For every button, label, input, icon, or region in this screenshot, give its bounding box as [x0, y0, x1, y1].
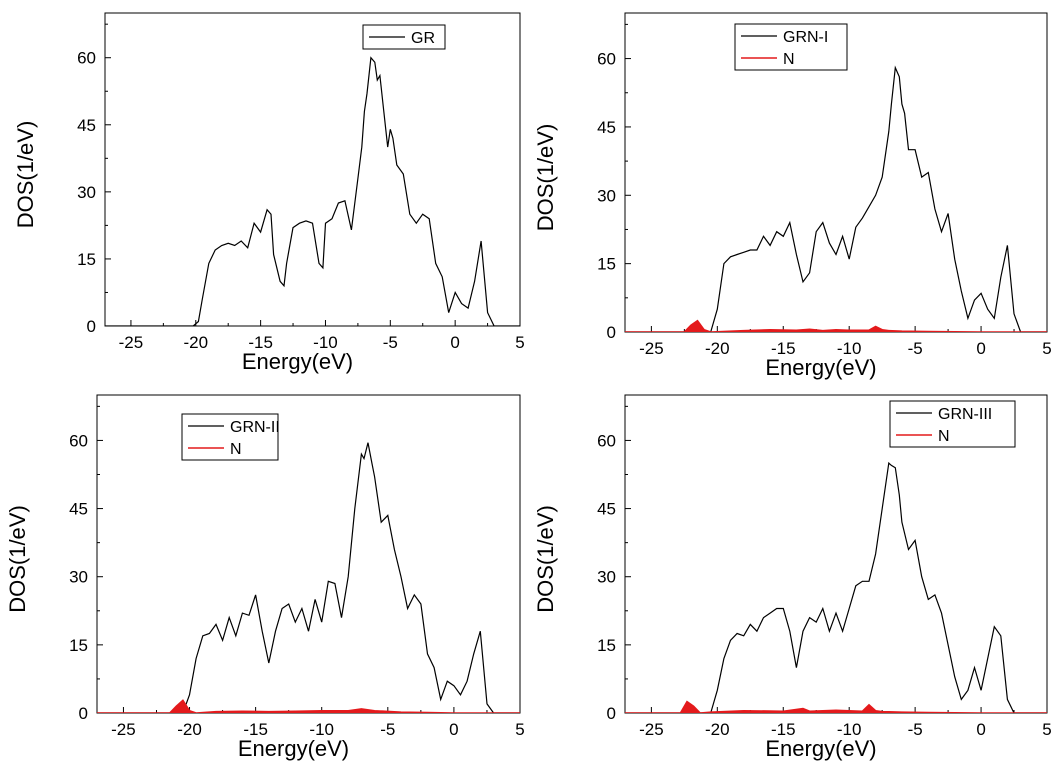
legend-label: GRN-II: [230, 419, 280, 436]
dos-panel-2: -25 -20 -15 -10 -5 0 5 0 15 30 45 60 Energy(eV) DOS(1…: [533, 12, 1052, 380]
legend-label: GRN-I: [783, 29, 828, 46]
x-tick-label: -15: [771, 720, 796, 739]
series-gr-line: [105, 56, 520, 326]
y-tick-label: 15: [69, 636, 88, 655]
x-tick-label: -10: [309, 720, 334, 739]
x-tick-label: -25: [639, 339, 664, 358]
x-tick-label: 5: [1042, 339, 1051, 358]
x-tick-label: -5: [383, 333, 398, 352]
x-tick-label: -10: [837, 720, 862, 739]
x-tick-label: -15: [771, 339, 796, 358]
dos-panel-1: -25 -20 -15 -10 -5 0 5 0 15 30 45 60 Energy(eV) DOS(1…: [13, 12, 525, 374]
y-tick-label: 60: [77, 49, 96, 68]
y-tick-label: 45: [77, 116, 96, 135]
x-tick-label: -10: [313, 333, 338, 352]
y-tick-label: 15: [77, 250, 96, 269]
x-tick-label: -15: [248, 333, 273, 352]
legend-box: [181, 413, 279, 461]
legend: GRN-III N: [889, 400, 1016, 448]
x-tick-label: 5: [1042, 720, 1051, 739]
y-tick-label: 60: [597, 431, 616, 450]
x-axis-label: Energy(eV): [765, 355, 876, 380]
legend-label: GR: [411, 30, 435, 47]
x-tick-label: -25: [119, 333, 144, 352]
series-grn-iii-line: [625, 461, 1047, 713]
legend-label: GRN-III: [938, 406, 992, 423]
dos-panel-4: -25 -20 -15 -10 -5 0 5 0 15 30 45 60 Energy(eV) DOS(1…: [533, 394, 1052, 761]
y-axis-label: DOS(1/eV): [13, 121, 38, 229]
legend-box: [734, 23, 848, 71]
y-tick-label: 45: [69, 500, 88, 519]
x-tick-label: -5: [908, 720, 923, 739]
plot-frame: [104, 12, 521, 327]
y-tick-label: 30: [597, 186, 616, 205]
plot-frame: [96, 394, 521, 714]
y-tick-label: 60: [597, 50, 616, 69]
y-tick-label: 0: [87, 317, 96, 336]
x-tick-label: 5: [515, 720, 524, 739]
y-tick-label: 60: [69, 431, 88, 450]
x-tick-label: -5: [380, 720, 395, 739]
y-tick-label: 15: [597, 255, 616, 274]
legend: GRN-I N: [734, 23, 848, 71]
series-grn-i-line: [625, 65, 1047, 332]
y-axis-label: DOS(1/eV): [533, 505, 558, 613]
y-tick-label: 0: [607, 323, 616, 342]
x-tick-label: -20: [183, 333, 208, 352]
y-tick-label: 0: [607, 704, 616, 723]
x-axis-label: Energy(eV): [238, 736, 349, 761]
legend-label: N: [230, 441, 242, 458]
x-tick-label: 0: [450, 333, 459, 352]
x-tick-label: 0: [976, 339, 985, 358]
x-tick-label: -25: [111, 720, 136, 739]
x-axis-label: Energy(eV): [765, 736, 876, 761]
x-tick-label: -20: [705, 339, 730, 358]
series-n-area: [625, 700, 1047, 713]
x-tick-label: -5: [908, 339, 923, 358]
y-axis-label: DOS(1/eV): [5, 505, 30, 613]
legend-box: [889, 400, 1016, 448]
x-tick-label: 0: [449, 720, 458, 739]
x-tick-label: -10: [837, 339, 862, 358]
x-tick-label: -15: [243, 720, 268, 739]
x-tick-label: -20: [705, 720, 730, 739]
x-tick-label: -20: [177, 720, 202, 739]
dos-panel-3: -25 -20 -15 -10 -5 0 5 0 15 30 45 60 Energy(eV) DOS(1…: [5, 394, 525, 761]
series-n-area: [97, 699, 520, 713]
legend-label: N: [938, 428, 950, 445]
y-tick-label: 30: [597, 568, 616, 587]
x-axis-label: Energy(eV): [242, 349, 353, 374]
series-grn-ii-line: [97, 442, 520, 713]
y-tick-label: 15: [597, 636, 616, 655]
legend: GR: [362, 24, 446, 50]
series-n-area: [625, 319, 1047, 332]
y-tick-label: 45: [597, 118, 616, 137]
y-tick-label: 30: [69, 568, 88, 587]
legend-label: N: [783, 51, 795, 68]
y-tick-label: 45: [597, 500, 616, 519]
legend: GRN-II N: [181, 413, 280, 461]
y-tick-label: 30: [77, 183, 96, 202]
x-tick-label: -25: [639, 720, 664, 739]
x-tick-label: 5: [515, 333, 524, 352]
x-tick-label: 0: [976, 720, 985, 739]
y-axis-label: DOS(1/eV): [533, 124, 558, 232]
y-tick-label: 0: [79, 704, 88, 723]
